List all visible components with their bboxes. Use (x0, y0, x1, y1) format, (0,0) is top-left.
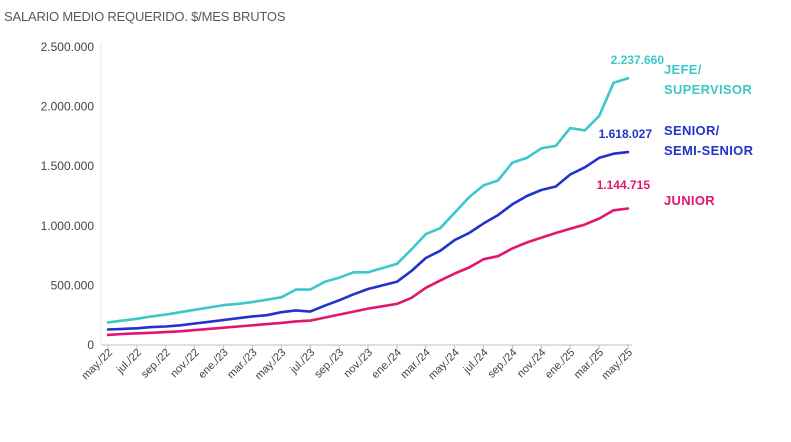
x-tick-label: nov./22 (168, 347, 201, 380)
series-end-value-label: 2.237.660 (611, 53, 665, 67)
series-line-jefe-supervisor (106, 77, 630, 324)
x-tick-label: nov./24 (515, 347, 548, 380)
x-tick-label: may./25 (600, 347, 636, 383)
x-tick-label: nov./23 (342, 347, 375, 380)
y-tick-label: 2.500.000 (41, 40, 95, 54)
legend-label: SEMI-SENIOR (664, 143, 754, 158)
x-tick-label: ene./25 (543, 347, 577, 381)
x-tick-label: may./24 (426, 347, 462, 383)
y-tick-label: 1.000.000 (41, 219, 95, 233)
y-tick-label: 500.000 (51, 278, 95, 292)
series-end-value-label: 1.144.715 (597, 178, 651, 192)
legend-label: JEFE/ (664, 62, 702, 77)
x-tick-label: sep./24 (486, 347, 520, 381)
legend-label: SUPERVISOR (664, 82, 752, 97)
x-tick-label: ene./24 (370, 347, 404, 381)
y-tick-label: 0 (87, 338, 94, 352)
series-end-value-label: 1.618.027 (599, 127, 653, 141)
x-tick-label: may./22 (80, 347, 116, 383)
y-tick-label: 2.000.000 (41, 100, 95, 114)
y-tick-label: 1.500.000 (41, 159, 95, 173)
x-tick-label: ene./23 (196, 347, 230, 381)
x-tick-label: sep./22 (139, 347, 173, 381)
chart-title: SALARIO MEDIO REQUERIDO. $/MES BRUTOS (4, 9, 286, 24)
legend-label: SENIOR/ (664, 123, 720, 138)
series-line-junior (106, 207, 630, 337)
legend-label: JUNIOR (664, 193, 715, 208)
series-line-senior-semi-senior (106, 150, 630, 331)
x-tick-label: sep./23 (312, 347, 346, 381)
x-tick-label: may./23 (253, 347, 289, 383)
